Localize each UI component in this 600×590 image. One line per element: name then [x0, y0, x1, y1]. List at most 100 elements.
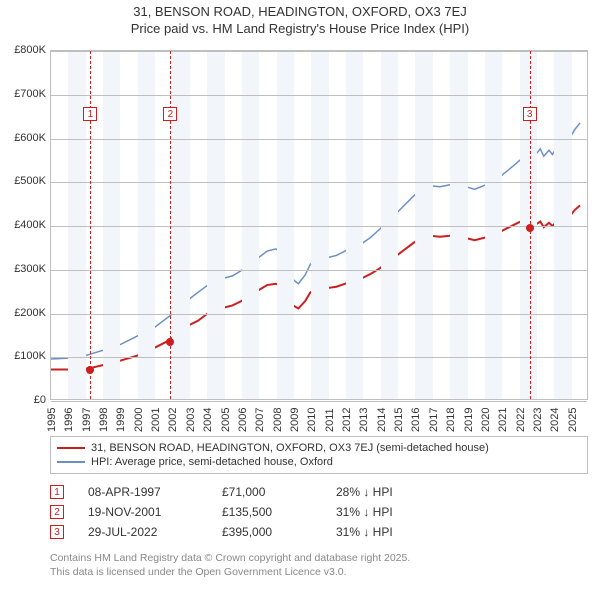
year-band — [172, 51, 189, 399]
x-axis-label: 2014 — [376, 408, 388, 432]
x-axis-label: 2020 — [480, 408, 492, 432]
year-band — [138, 51, 155, 399]
title-line-2: Price paid vs. HM Land Registry's House … — [0, 21, 600, 36]
y-axis-label: £700K — [0, 88, 46, 100]
gridline-h — [51, 401, 587, 402]
sale-marker-dot — [526, 224, 534, 232]
year-band — [346, 51, 363, 399]
year-band — [242, 51, 259, 399]
x-axis-label: 2007 — [254, 408, 266, 432]
x-axis-label: 2003 — [185, 408, 197, 432]
x-axis-label: 2000 — [133, 408, 145, 432]
y-axis-label: £500K — [0, 175, 46, 187]
sale-delta: 31% ↓ HPI — [336, 505, 393, 519]
x-axis-label: 2015 — [393, 408, 405, 432]
y-axis-label: £200K — [0, 307, 46, 319]
sale-price: £71,000 — [222, 485, 312, 499]
x-axis-label: 2024 — [549, 408, 561, 432]
title-line-1: 31, BENSON ROAD, HEADINGTON, OXFORD, OX3… — [0, 4, 600, 19]
legend-item: HPI: Average price, semi-detached house,… — [57, 455, 581, 469]
x-axis-label: 2018 — [445, 408, 457, 432]
gridline-h — [51, 139, 587, 140]
y-axis-label: £600K — [0, 132, 46, 144]
x-axis-label: 1996 — [63, 408, 75, 432]
sale-row: 2 19-NOV-2001 £135,500 31% ↓ HPI — [50, 502, 588, 522]
legend-label: 31, BENSON ROAD, HEADINGTON, OXFORD, OX3… — [91, 442, 489, 454]
x-axis-label: 1997 — [81, 408, 93, 432]
chart-container: 123 £0£100K£200K£300K£400K£500K£600K£700… — [0, 40, 600, 430]
y-axis-label: £0 — [0, 394, 46, 406]
sale-marker-line — [170, 51, 171, 399]
sale-price: £395,000 — [222, 525, 312, 539]
year-band — [485, 51, 502, 399]
x-axis-label: 1995 — [46, 408, 58, 432]
x-axis-label: 2017 — [428, 408, 440, 432]
year-band — [554, 51, 571, 399]
x-axis-label: 2001 — [150, 408, 162, 432]
y-axis-label: £100K — [0, 350, 46, 362]
y-axis-label: £300K — [0, 263, 46, 275]
sale-marker-box: 2 — [163, 107, 177, 121]
x-axis-label: 2009 — [289, 408, 301, 432]
sale-row: 1 08-APR-1997 £71,000 28% ↓ HPI — [50, 482, 588, 502]
sales-list: 1 08-APR-1997 £71,000 28% ↓ HPI 2 19-NOV-2001… — [50, 482, 588, 542]
footer-line-1: Contains HM Land Registry data © Crown c… — [50, 552, 588, 566]
y-axis-label: £800K — [0, 44, 46, 56]
sale-date: 08-APR-1997 — [88, 485, 198, 499]
footer-line-2: This data is licensed under the Open Gov… — [50, 566, 588, 580]
legend-swatch — [57, 447, 85, 449]
gridline-h — [51, 357, 587, 358]
sale-date: 19-NOV-2001 — [88, 505, 198, 519]
sale-number-box: 3 — [50, 525, 64, 539]
sale-number-box: 2 — [50, 505, 64, 519]
year-band — [68, 51, 85, 399]
gridline-h — [51, 95, 587, 96]
sale-marker-line — [90, 51, 91, 399]
gridline-h — [51, 226, 587, 227]
x-axis-label: 2010 — [306, 408, 318, 432]
x-axis-label: 2019 — [463, 408, 475, 432]
x-axis-label: 2006 — [237, 408, 249, 432]
sale-price: £135,500 — [222, 505, 312, 519]
year-band — [103, 51, 120, 399]
sale-marker-box: 3 — [523, 107, 537, 121]
year-band — [381, 51, 398, 399]
legend-item: 31, BENSON ROAD, HEADINGTON, OXFORD, OX3… — [57, 441, 581, 455]
sale-date: 29-JUL-2022 — [88, 525, 198, 539]
sale-row: 3 29-JUL-2022 £395,000 31% ↓ HPI — [50, 522, 588, 542]
legend-box: 31, BENSON ROAD, HEADINGTON, OXFORD, OX3… — [50, 436, 588, 474]
legend-swatch — [57, 461, 85, 463]
x-axis-label: 2021 — [497, 408, 509, 432]
year-band — [415, 51, 432, 399]
gridline-h — [51, 314, 587, 315]
sale-delta: 31% ↓ HPI — [336, 525, 393, 539]
sale-number-box: 1 — [50, 485, 64, 499]
sale-delta: 28% ↓ HPI — [336, 485, 393, 499]
x-axis-label: 2023 — [532, 408, 544, 432]
x-axis-label: 2008 — [272, 408, 284, 432]
x-axis-label: 1999 — [115, 408, 127, 432]
x-axis-label: 1998 — [98, 408, 110, 432]
legend-label: HPI: Average price, semi-detached house,… — [91, 456, 333, 468]
sale-marker-dot — [86, 366, 94, 374]
chart-title-block: 31, BENSON ROAD, HEADINGTON, OXFORD, OX3… — [0, 0, 600, 36]
plot-area: 123 — [50, 50, 588, 400]
footer-attribution: Contains HM Land Registry data © Crown c… — [50, 552, 588, 579]
x-axis-label: 2016 — [410, 408, 422, 432]
x-axis-label: 2011 — [324, 408, 336, 432]
sale-marker-dot — [166, 338, 174, 346]
x-axis-label: 2005 — [220, 408, 232, 432]
x-axis-label: 2025 — [567, 408, 579, 432]
x-axis-label: 2002 — [167, 408, 179, 432]
x-axis-label: 2013 — [358, 408, 370, 432]
year-band — [450, 51, 467, 399]
x-axis-label: 2004 — [202, 408, 214, 432]
gridline-h — [51, 270, 587, 271]
gridline-h — [51, 51, 587, 52]
year-band — [207, 51, 224, 399]
x-axis-label: 2022 — [515, 408, 527, 432]
y-axis-label: £400K — [0, 219, 46, 231]
year-band — [311, 51, 328, 399]
x-axis-label: 2012 — [341, 408, 353, 432]
year-band — [277, 51, 294, 399]
